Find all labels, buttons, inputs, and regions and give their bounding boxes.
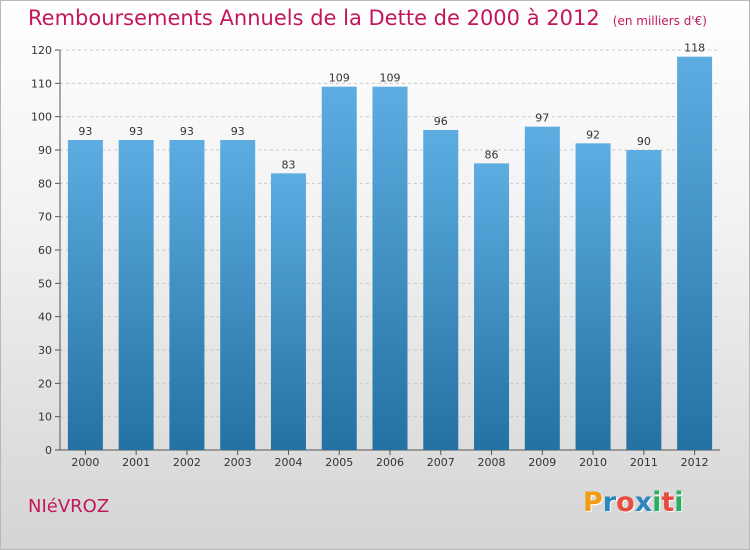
x-tick-label: 2012 [681, 456, 709, 469]
x-tick-label: 2008 [478, 456, 506, 469]
bar [423, 130, 459, 450]
bar [169, 140, 205, 450]
bar-value-label: 93 [78, 125, 92, 138]
brand-logo-letter: P [583, 487, 603, 518]
x-tick-label: 2006 [376, 456, 404, 469]
bar-value-label: 118 [684, 42, 705, 55]
commune-name: NIéVROZ [28, 496, 110, 517]
bar [270, 173, 306, 451]
bar-value-label: 83 [281, 158, 295, 171]
brand-logo: Proxiti [583, 487, 684, 518]
bar [575, 143, 611, 451]
y-tick-label: 30 [38, 344, 52, 357]
bar-value-label: 90 [637, 135, 651, 148]
bar [474, 163, 510, 451]
y-tick-label: 20 [38, 377, 52, 390]
x-tick-label: 2000 [71, 456, 99, 469]
y-tick-label: 50 [38, 277, 52, 290]
bar [321, 86, 357, 451]
brand-logo-letter: i [652, 487, 662, 518]
bar-value-label: 109 [329, 72, 350, 85]
x-tick-label: 2010 [579, 456, 607, 469]
bar [67, 140, 103, 450]
bar [118, 140, 154, 450]
bar-value-label: 93 [180, 125, 194, 138]
bar [220, 140, 256, 450]
y-tick-label: 70 [38, 211, 52, 224]
y-tick-label: 100 [31, 111, 52, 124]
y-tick-label: 0 [45, 444, 52, 457]
bar-value-label: 93 [129, 125, 143, 138]
y-tick-label: 90 [38, 144, 52, 157]
x-tick-label: 2002 [173, 456, 201, 469]
brand-logo-letter: t [661, 487, 675, 518]
x-tick-label: 2005 [325, 456, 353, 469]
brand-logo-letter: i [674, 487, 684, 518]
chart-title: Remboursements Annuels de la Dette de 20… [28, 6, 600, 30]
brand-logo-letter: x [634, 487, 653, 518]
bar-value-label: 96 [434, 115, 448, 128]
bar [372, 86, 408, 451]
brand-logo-letter: o [616, 487, 635, 518]
x-tick-label: 2003 [224, 456, 252, 469]
bar-value-label: 93 [231, 125, 245, 138]
x-tick-label: 2004 [274, 456, 302, 469]
y-tick-label: 10 [38, 411, 52, 424]
y-tick-label: 110 [31, 77, 52, 90]
title-row: Remboursements Annuels de la Dette de 20… [28, 6, 707, 30]
bar-value-label: 109 [380, 72, 401, 85]
x-tick-label: 2011 [630, 456, 658, 469]
bar-value-label: 92 [586, 128, 600, 141]
y-tick-label: 40 [38, 311, 52, 324]
chart-subtitle: (en milliers d'€) [612, 14, 707, 28]
x-tick-label: 2009 [528, 456, 556, 469]
plot-area: 0 10 20 30 40 50 60 70 80 90 100 110 120 93 2000 93 2001… [31, 42, 720, 469]
y-tick-label: 60 [38, 244, 52, 257]
bar [524, 126, 560, 451]
y-tick-label: 80 [38, 177, 52, 190]
x-tick-label: 2007 [427, 456, 455, 469]
bar [626, 150, 662, 450]
bar-value-label: 86 [485, 148, 499, 161]
y-tick-label: 120 [31, 44, 52, 57]
bar [677, 56, 713, 451]
bar-value-label: 97 [535, 112, 549, 125]
brand-logo-letter: r [602, 487, 617, 518]
x-tick-label: 2001 [122, 456, 150, 469]
